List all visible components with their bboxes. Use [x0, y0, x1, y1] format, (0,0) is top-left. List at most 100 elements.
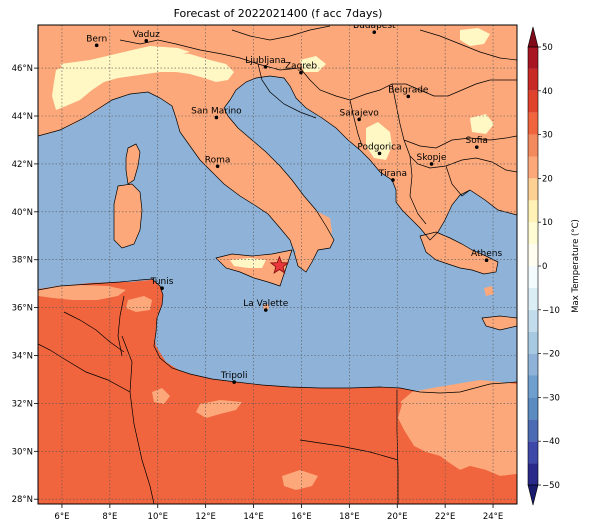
city-label: Ljubljana	[245, 56, 286, 66]
figure-title: Forecast of 2022021400 (f acc 7days)	[174, 7, 383, 20]
crete-island	[482, 316, 517, 330]
colorbar-label: Max Temperature (°C)	[571, 219, 581, 313]
europe-land	[38, 25, 517, 272]
colorbar-segment	[528, 266, 538, 288]
lon-tick-label: 10°E	[148, 512, 168, 522]
city-label: Zagreb	[285, 62, 317, 72]
city-label: Podgorica	[357, 142, 401, 152]
city-label: Tirana	[378, 169, 407, 179]
colorbar-under-arrow	[527, 484, 539, 506]
city-label: Budapest	[353, 21, 396, 31]
colorbar-tick-label: 40	[542, 87, 553, 97]
lon-tick-label: 22°E	[435, 512, 455, 522]
colorbar-tick-label: −30	[542, 393, 560, 403]
city-label: Roma	[205, 155, 231, 165]
sardinia-island	[114, 184, 142, 248]
city-dot[interactable]	[144, 39, 149, 43]
city-dot[interactable]	[357, 117, 361, 122]
colorbar-segment	[528, 331, 538, 354]
lon-tick-label: 24°E	[483, 512, 503, 522]
city-dot[interactable]	[406, 94, 411, 99]
city-dot[interactable]	[263, 308, 268, 312]
city-dot[interactable]	[372, 30, 377, 34]
colorbar-segment	[528, 90, 538, 113]
colorbar-segment	[528, 309, 538, 332]
event-star-marker[interactable]	[269, 255, 290, 274]
city-dot[interactable]	[94, 43, 99, 48]
city-label: Vaduz	[133, 30, 160, 40]
lat-tick-label: 42°N	[12, 160, 33, 170]
colorbar-over-arrow	[527, 26, 539, 48]
colorbar-segment	[528, 375, 538, 398]
colorbar-tick-label: 20	[542, 174, 553, 184]
city-dot[interactable]	[232, 380, 236, 384]
city-label: Sofia	[466, 136, 488, 146]
colorbar-segment	[528, 134, 538, 157]
city-dot[interactable]	[391, 178, 395, 182]
colorbar-segment	[528, 156, 538, 179]
colorbar-tick-label: −20	[542, 350, 560, 360]
city-dot[interactable]	[263, 65, 268, 69]
city-dot[interactable]	[215, 164, 220, 169]
lat-tick-label: 30°N	[12, 447, 33, 457]
lat-tick-label: 46°N	[12, 64, 33, 74]
lat-tick-label: 34°N	[12, 352, 33, 362]
colorbar-tick-label: 0	[542, 262, 547, 272]
colorbar-tick-label: −10	[542, 306, 560, 316]
lon-tick-label: 18°E	[339, 512, 359, 522]
lon-tick-label: 16°E	[291, 512, 311, 522]
lon-tick-label: 12°E	[195, 512, 215, 522]
city-label: Belgrade	[388, 85, 429, 95]
axis-ticks: 6°E 8°E 10°E 12°E 14°E 16°E 18°E 20°E 22°E 24°E 28…	[12, 64, 504, 522]
colorbar-segment	[528, 200, 538, 223]
colorbar-segment	[528, 441, 538, 464]
lon-tick-label: 8°E	[102, 512, 117, 522]
colorbar-segment	[528, 244, 538, 266]
africa-warm-patch	[398, 380, 517, 476]
city-dot[interactable]	[299, 70, 303, 75]
city-label: Tunis	[150, 277, 174, 287]
colorbar-segment	[528, 47, 538, 69]
lat-tick-label: 40°N	[12, 208, 33, 218]
lat-tick-label: 38°N	[12, 256, 33, 266]
colorbar-segment	[528, 397, 538, 420]
city-label: La Valette	[243, 299, 288, 309]
city-dot[interactable]	[429, 162, 434, 166]
map-frame	[37, 24, 518, 505]
tyrrhenian-sea-fill	[38, 96, 296, 288]
city-label: Athens	[471, 249, 502, 259]
tunisia-warm-patch	[126, 296, 152, 312]
sicily-cool-patch	[230, 258, 266, 268]
calabria-land	[300, 212, 332, 258]
colorbar-segment	[528, 178, 538, 201]
lat-tick-label: 32°N	[12, 399, 33, 409]
country-borders	[38, 25, 517, 504]
balkan-cool-patch	[366, 122, 392, 160]
colorbar-tick-label: 30	[542, 131, 553, 141]
malta-island	[263, 304, 269, 310]
city-label: Tripoli	[220, 371, 248, 381]
city-dot[interactable]	[160, 286, 164, 291]
africa-warm-patch	[196, 400, 242, 418]
city-dot[interactable]	[474, 145, 479, 149]
balkan-cool-patch	[460, 28, 490, 46]
africa-warm-patch	[38, 285, 126, 300]
city-label: San Marino	[191, 106, 242, 116]
colorbar-segment	[528, 222, 538, 245]
lon-tick-label: 6°E	[54, 512, 69, 522]
colorbar-segment	[528, 287, 538, 310]
colorbar-segment	[528, 353, 538, 376]
colorbar-segment	[528, 68, 538, 91]
aegean-island	[484, 286, 494, 296]
city-dot[interactable]	[214, 115, 219, 120]
colorbar-segment	[528, 419, 538, 442]
city-dot[interactable]	[377, 151, 382, 156]
city-label: Skopje	[417, 153, 447, 163]
colorbar-tick-label: 10	[542, 218, 553, 228]
city-dot[interactable]	[484, 258, 489, 262]
alps-cool-patch	[60, 46, 190, 70]
colorbar[interactable]: 50 40 30 20 10 0 −10 −20 −30 −40 −50	[527, 26, 560, 506]
greece-land	[420, 232, 498, 274]
